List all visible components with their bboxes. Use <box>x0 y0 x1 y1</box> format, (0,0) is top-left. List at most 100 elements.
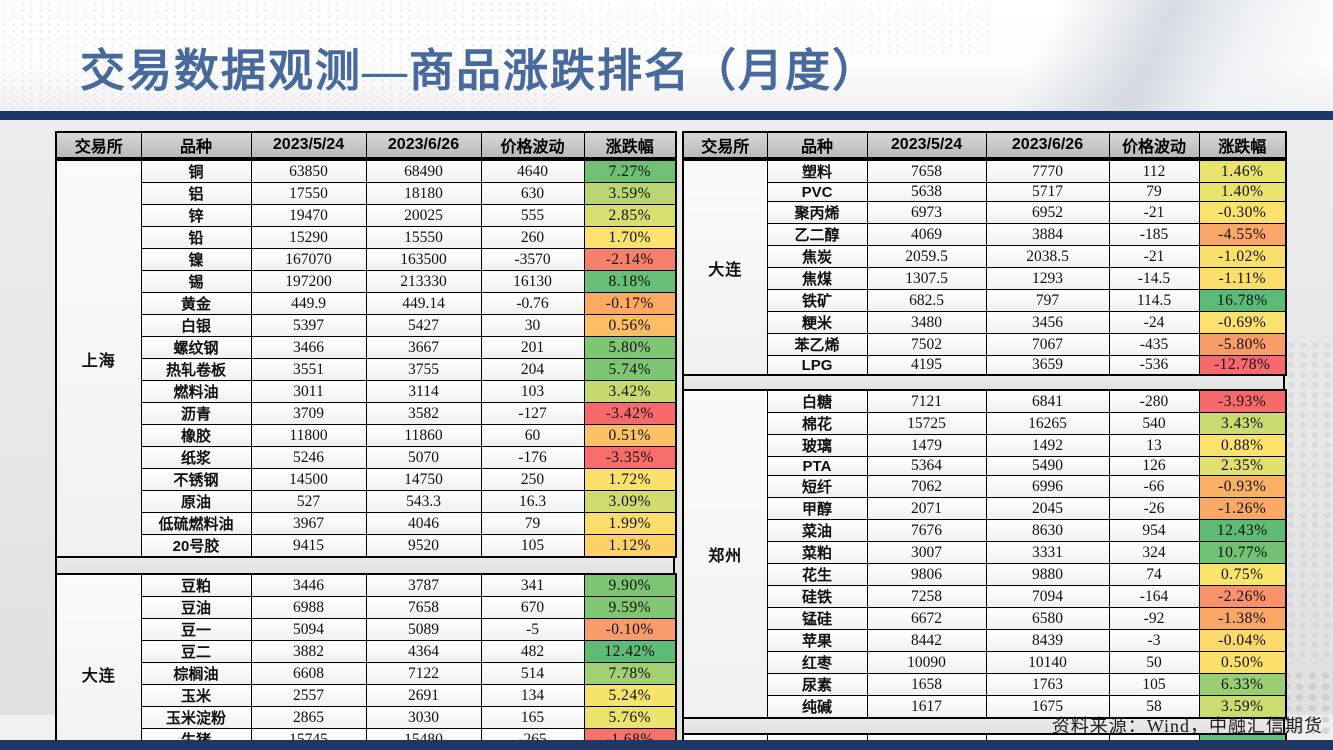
curr-price-cell: 5427 <box>365 314 482 337</box>
bottom-divider-bar <box>0 740 1333 750</box>
curr-price-cell: 18180 <box>365 182 482 205</box>
variety-cell: 锰硅 <box>766 607 868 630</box>
variety-cell: 粳米 <box>766 311 868 334</box>
pct-change-cell: 7.78% <box>583 662 677 685</box>
commodity-row: 乙二醇 4069 3884 -185 -4.55% <box>683 223 1287 246</box>
price-change-cell: 4640 <box>480 159 585 183</box>
curr-price-cell: 3456 <box>985 311 1110 334</box>
price-change-cell: 13 <box>1108 434 1200 457</box>
pct-change-cell: -12.78% <box>1198 355 1287 376</box>
prev-price-cell: 6973 <box>866 201 987 224</box>
prev-price-cell: 7658 <box>866 159 987 183</box>
column-header: 价格波动 <box>480 131 585 159</box>
curr-price-cell: 16265 <box>985 412 1110 435</box>
pct-change-cell: -0.69% <box>1198 311 1287 334</box>
pct-change-cell: -5.80% <box>1198 333 1287 356</box>
commodity-row: PTA 5364 5490 126 2.35% <box>683 456 1287 476</box>
commodity-row: 玻璃 1479 1492 13 0.88% <box>683 434 1287 457</box>
curr-price-cell: 3755 <box>365 358 482 381</box>
curr-price-cell: 2038.5 <box>985 245 1110 268</box>
commodity-row: 锰硅 6672 6580 -92 -1.38% <box>683 607 1287 630</box>
variety-cell: 尿素 <box>766 673 868 696</box>
variety-cell: 铅 <box>140 226 252 249</box>
price-change-cell: 204 <box>480 358 585 381</box>
price-change-cell: 482 <box>480 640 585 663</box>
prev-price-cell: 8442 <box>866 629 987 652</box>
column-header: 涨跌幅 <box>583 131 677 159</box>
variety-cell: 纯碱 <box>766 695 868 719</box>
page-title: 交易数据观测—商品涨跌排名（月度） <box>80 46 880 96</box>
curr-price-cell: 3787 <box>365 573 482 597</box>
variety-cell: 棕榈油 <box>140 662 252 685</box>
variety-cell: 原油 <box>140 490 252 513</box>
price-change-cell: 114.5 <box>1108 289 1200 312</box>
prev-price-cell: 3551 <box>250 358 367 381</box>
price-change-cell: 16.3 <box>480 490 585 513</box>
prev-price-cell: 1479 <box>866 434 987 457</box>
column-header: 2023/6/26 <box>365 131 482 159</box>
commodity-row: 棕榈油 6608 7122 514 7.78% <box>56 662 677 685</box>
curr-price-cell: 8439 <box>985 629 1110 652</box>
price-change-cell: 555 <box>480 204 585 227</box>
prev-price-cell: 5094 <box>250 618 367 641</box>
price-change-cell: -0.76 <box>480 292 585 315</box>
curr-price-cell: 2691 <box>365 684 482 707</box>
curr-price-cell: 7094 <box>985 585 1110 608</box>
pct-change-cell: 3.42% <box>583 380 677 403</box>
curr-price-cell: 7770 <box>985 159 1110 183</box>
commodity-row: 热轧卷板 3551 3755 204 5.74% <box>56 358 677 381</box>
variety-cell: 白糖 <box>766 389 868 413</box>
prev-price-cell: 7258 <box>866 585 987 608</box>
pct-change-cell: -0.93% <box>1198 475 1287 498</box>
halftone-dots-decoration <box>0 0 560 111</box>
curr-price-cell: 6580 <box>985 607 1110 630</box>
prev-price-cell: 17550 <box>250 182 367 205</box>
commodity-row: 白银 5397 5427 30 0.56% <box>56 314 677 337</box>
column-header: 品种 <box>140 131 252 159</box>
price-change-cell: 74 <box>1108 563 1200 586</box>
curr-price-cell: 3030 <box>365 706 482 729</box>
price-change-cell: 30 <box>480 314 585 337</box>
variety-cell: 低硫燃料油 <box>140 512 252 535</box>
pct-change-cell: -0.17% <box>583 292 677 315</box>
curr-price-cell: 11860 <box>365 424 482 447</box>
pct-change-cell: -2.26% <box>1198 585 1287 608</box>
pct-change-cell: 1.12% <box>583 534 677 558</box>
curr-price-cell: 1293 <box>985 267 1110 290</box>
variety-cell: 玉米淀粉 <box>140 706 252 729</box>
title-band <box>0 0 1333 111</box>
commodity-row: 花生 9806 9880 74 0.75% <box>683 563 1287 586</box>
prev-price-cell: 3480 <box>866 311 987 334</box>
prev-price-cell: 9806 <box>866 563 987 586</box>
commodity-row: 焦煤 1307.5 1293 -14.5 -1.11% <box>683 267 1287 290</box>
commodity-row: 纯碱 1617 1675 58 3.59% <box>683 695 1287 719</box>
variety-cell: 乙二醇 <box>766 223 868 246</box>
prev-price-cell: 5397 <box>250 314 367 337</box>
variety-cell: 苯乙烯 <box>766 333 868 356</box>
prev-price-cell: 7502 <box>866 333 987 356</box>
variety-cell: 燃料油 <box>140 380 252 403</box>
pct-change-cell: 1.46% <box>1198 159 1287 183</box>
exchange-cell: 大连 <box>682 159 768 376</box>
price-change-cell: 79 <box>1108 182 1200 202</box>
pct-change-cell: 0.56% <box>583 314 677 337</box>
commodity-row: 沥青 3709 3582 -127 -3.42% <box>56 402 677 425</box>
commodity-row: 橡胶 11800 11860 60 0.51% <box>56 424 677 447</box>
pct-change-cell: 1.99% <box>583 512 677 535</box>
commodity-row: 大连 豆粕 3446 3787 341 9.90% <box>55 573 677 750</box>
commodity-row: 纸浆 5246 5070 -176 -3.35% <box>56 446 677 469</box>
curr-price-cell: 20025 <box>365 204 482 227</box>
variety-cell: PTA <box>766 456 868 476</box>
pct-change-cell: 0.88% <box>1198 434 1287 457</box>
curr-price-cell: 4046 <box>365 512 482 535</box>
pct-change-cell: 7.27% <box>583 159 677 183</box>
variety-cell: 菜油 <box>766 519 868 542</box>
curr-price-cell: 3582 <box>365 402 482 425</box>
variety-cell: 聚丙烯 <box>766 201 868 224</box>
price-change-cell: -3570 <box>480 248 585 271</box>
prev-price-cell: 3709 <box>250 402 367 425</box>
commodity-row: 不锈钢 14500 14750 250 1.72% <box>56 468 677 491</box>
commodity-row: 短纤 7062 6996 -66 -0.93% <box>683 475 1287 498</box>
price-change-cell: 50 <box>1108 651 1200 674</box>
variety-cell: 螺纹钢 <box>140 336 252 359</box>
